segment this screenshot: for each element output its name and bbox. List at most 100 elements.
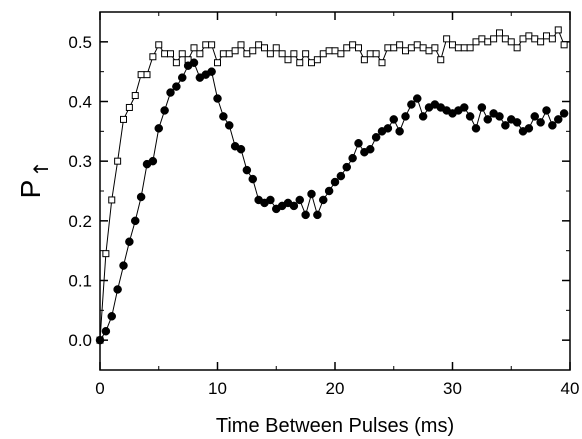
y-axis-title: P ↑ (15, 161, 53, 199)
data-point (284, 56, 292, 64)
data-point (125, 237, 134, 246)
data-point (512, 118, 522, 127)
series-1 (95, 58, 569, 345)
data-point (272, 44, 280, 52)
data-point (525, 32, 533, 40)
data-point (443, 35, 451, 43)
data-point (119, 261, 128, 270)
data-point (484, 38, 492, 46)
y-tick-label: 0.4 (68, 93, 92, 112)
data-point (231, 47, 239, 55)
data-point (407, 44, 415, 52)
data-point (495, 112, 504, 121)
data-point (255, 41, 263, 49)
data-point (155, 41, 163, 49)
data-point (301, 210, 310, 220)
data-point (402, 47, 409, 55)
data-point (419, 44, 427, 52)
data-point (166, 88, 175, 97)
data-point (308, 59, 315, 67)
x-tick-label: 10 (208, 379, 227, 398)
data-point (343, 44, 351, 52)
data-point (196, 50, 204, 58)
data-point (449, 41, 456, 49)
data-point (319, 195, 328, 205)
data-point (290, 50, 298, 58)
x-axis: 0 10 20 30 40 (95, 12, 579, 398)
data-point (460, 103, 469, 112)
data-point (384, 44, 392, 52)
data-point (349, 41, 357, 49)
data-point (554, 26, 562, 34)
data-point (325, 47, 333, 55)
y-tick-label: 0.2 (68, 212, 92, 231)
data-point (465, 112, 475, 121)
data-point (413, 41, 421, 49)
series-line (99, 62, 565, 341)
data-point (149, 53, 157, 61)
data-point (396, 41, 404, 49)
data-point (120, 115, 127, 123)
data-point (454, 44, 462, 52)
data-point (336, 171, 346, 181)
data-point (190, 44, 198, 52)
data-point (225, 50, 233, 58)
data-point (348, 153, 357, 163)
data-point (342, 162, 351, 172)
data-point (548, 121, 557, 130)
data-point (143, 71, 151, 79)
plot-frame (99, 11, 571, 371)
data-point (324, 186, 334, 196)
data-point (107, 312, 116, 321)
data-point (543, 32, 550, 40)
data-point (531, 35, 539, 43)
data-point (337, 50, 345, 58)
data-point (389, 115, 398, 124)
data-point (501, 35, 509, 43)
data-point (536, 118, 545, 127)
data-point (418, 112, 428, 121)
data-point (178, 73, 187, 82)
data-point (167, 50, 174, 58)
series-layer (95, 26, 569, 345)
series-0 (96, 26, 568, 344)
data-point (113, 285, 122, 294)
data-point (154, 124, 163, 133)
data-point (261, 44, 268, 52)
data-point (236, 144, 246, 154)
data-point (243, 50, 251, 58)
data-point (390, 44, 398, 52)
data-point (125, 103, 133, 111)
data-point (360, 56, 368, 64)
data-point (383, 124, 393, 133)
data-point (108, 196, 116, 204)
data-point (507, 38, 515, 46)
data-point (490, 35, 498, 43)
data-point (219, 50, 227, 58)
data-point (330, 177, 340, 187)
data-point (395, 127, 404, 136)
data-point (208, 41, 216, 49)
data-point (202, 41, 210, 49)
data-point (366, 50, 374, 58)
plot-border (99, 11, 571, 371)
data-point (189, 58, 199, 67)
data-point (372, 50, 380, 58)
data-point (407, 100, 416, 109)
data-point (560, 41, 568, 49)
x-tick-label: 0 (95, 379, 104, 398)
data-point (225, 121, 234, 130)
data-point (307, 189, 316, 199)
data-point (313, 56, 321, 64)
x-tick-label: 40 (561, 379, 580, 398)
data-point (559, 109, 569, 118)
data-point (136, 192, 146, 202)
data-point (471, 124, 481, 133)
data-point (354, 139, 363, 148)
x-axis-title: Time Between Pulses (ms) (216, 415, 454, 437)
data-point (102, 250, 110, 258)
data-point (425, 47, 433, 55)
data-point (437, 56, 445, 64)
data-point (537, 38, 545, 46)
